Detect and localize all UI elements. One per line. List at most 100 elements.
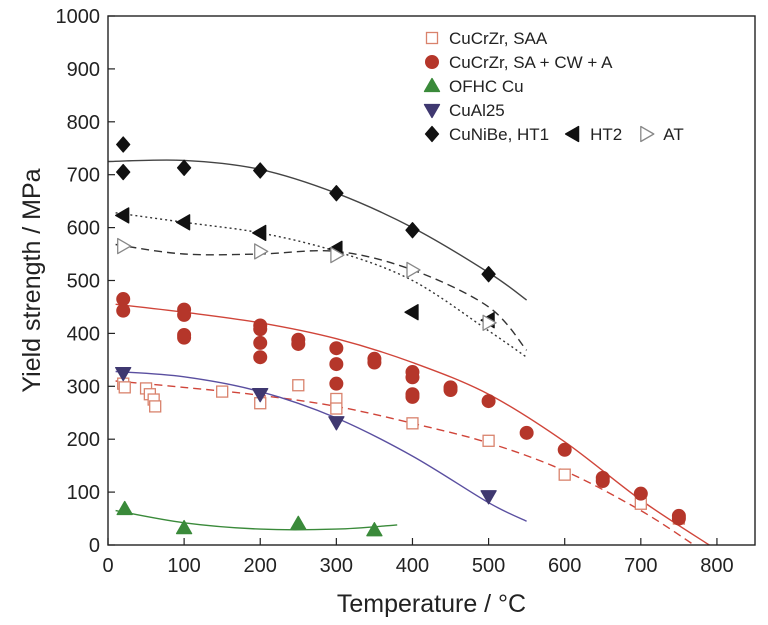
data-point-series-1 bbox=[329, 357, 344, 372]
legend-label: OFHC Cu bbox=[449, 77, 524, 96]
x-axis-title: Temperature / °C bbox=[337, 590, 526, 618]
plot-frame bbox=[107, 15, 756, 546]
data-point-series-1 bbox=[595, 473, 610, 488]
y-tick-label: 600 bbox=[67, 218, 100, 240]
y-tick-label: 700 bbox=[67, 165, 100, 187]
data-point-series-1 bbox=[519, 425, 534, 440]
legend-marker bbox=[425, 55, 439, 69]
fit-curve-series-1 bbox=[115, 303, 710, 546]
data-point-series-6 bbox=[254, 243, 269, 260]
data-point-series-5 bbox=[404, 304, 419, 321]
fit-curve-series-5 bbox=[115, 212, 528, 358]
y-tick-label: 100 bbox=[67, 482, 100, 504]
y-tick-label: 500 bbox=[67, 271, 100, 293]
data-point-series-0 bbox=[406, 417, 419, 430]
fit-curve-series-4 bbox=[107, 159, 528, 301]
x-tick-label: 100 bbox=[167, 555, 200, 577]
data-point-series-1 bbox=[116, 303, 131, 318]
data-point-series-1 bbox=[481, 394, 496, 409]
legend-marker bbox=[423, 77, 441, 93]
data-point-series-0 bbox=[330, 402, 343, 415]
data-point-series-3 bbox=[252, 388, 269, 403]
y-tick-label: 300 bbox=[67, 376, 100, 398]
data-point-series-4 bbox=[329, 185, 344, 202]
data-points bbox=[115, 136, 686, 537]
y-tick-label: 200 bbox=[67, 429, 100, 451]
data-point-series-1 bbox=[671, 511, 686, 526]
legend-label: CuAl25 bbox=[449, 101, 505, 120]
data-point-series-0 bbox=[482, 434, 495, 447]
x-axis-ticks: 0 100 200 300 400 500 600 700 800 bbox=[102, 538, 734, 577]
legend-marker bbox=[564, 125, 580, 143]
y-axis-title: Yield strength / MPa bbox=[18, 168, 46, 392]
y-tick-label: 900 bbox=[67, 59, 100, 81]
data-point-series-6 bbox=[406, 261, 421, 279]
y-tick-label: 1000 bbox=[56, 6, 101, 28]
data-point-series-1 bbox=[291, 336, 306, 351]
data-point-series-2 bbox=[116, 500, 133, 516]
y-tick-label: 400 bbox=[67, 323, 100, 345]
data-point-series-6 bbox=[117, 237, 132, 255]
data-point-series-0 bbox=[558, 468, 571, 481]
legend-marker bbox=[640, 125, 655, 143]
legend-marker bbox=[425, 31, 439, 45]
legend-label: CuNiBe, HT1 bbox=[449, 125, 549, 144]
data-point-series-1 bbox=[443, 383, 458, 398]
legend-marker bbox=[424, 125, 440, 143]
data-point-series-4 bbox=[405, 222, 420, 239]
data-point-series-1 bbox=[253, 350, 268, 365]
y-tick-label: 800 bbox=[67, 112, 100, 134]
y-tick-label: 0 bbox=[89, 535, 100, 557]
x-tick-label: 300 bbox=[320, 555, 353, 577]
x-tick-label: 800 bbox=[700, 555, 733, 577]
data-point-series-2 bbox=[175, 519, 193, 535]
data-point-series-1 bbox=[329, 341, 344, 356]
data-point-series-1 bbox=[116, 292, 131, 307]
data-point-series-6 bbox=[482, 314, 497, 331]
data-point-series-5 bbox=[115, 207, 130, 224]
y-axis-ticks: 0 100 200 300 400 500 600 700 800 900 1000 bbox=[56, 6, 115, 557]
fit-curve-series-0 bbox=[115, 380, 695, 546]
data-point-series-5 bbox=[175, 214, 191, 231]
data-point-series-0 bbox=[149, 400, 162, 413]
data-point-series-1 bbox=[177, 330, 192, 345]
data-point-series-1 bbox=[405, 389, 420, 404]
data-point-series-1 bbox=[633, 486, 648, 501]
data-point-series-4 bbox=[481, 266, 496, 283]
data-point-series-0 bbox=[292, 379, 305, 392]
data-point-series-6 bbox=[330, 246, 345, 264]
x-tick-label: 600 bbox=[548, 555, 581, 577]
data-point-series-4 bbox=[253, 162, 268, 179]
data-point-series-0 bbox=[216, 385, 229, 398]
legend-label: AT bbox=[663, 125, 683, 144]
data-point-series-3 bbox=[480, 490, 497, 505]
data-point-series-4 bbox=[176, 159, 192, 176]
legend: CuCrZr, SAA CuCrZr, SA + CW + A OFHC Cu CuA… bbox=[423, 29, 684, 144]
data-point-series-1 bbox=[557, 442, 572, 457]
data-point-series-4 bbox=[116, 163, 131, 181]
legend-label: HT2 bbox=[590, 125, 622, 144]
data-point-series-2 bbox=[290, 515, 307, 530]
data-point-series-3 bbox=[115, 366, 132, 382]
data-point-series-3 bbox=[328, 416, 345, 431]
fit-curves bbox=[107, 159, 710, 546]
data-point-series-0 bbox=[118, 381, 131, 394]
data-point-series-1 bbox=[253, 335, 268, 350]
legend-marker bbox=[423, 103, 441, 119]
data-point-series-1 bbox=[177, 307, 192, 322]
x-tick-label: 0 bbox=[102, 555, 113, 577]
data-point-series-1 bbox=[329, 376, 344, 391]
x-tick-label: 700 bbox=[624, 555, 657, 577]
data-point-series-5 bbox=[252, 224, 267, 242]
legend-label: CuCrZr, SAA bbox=[449, 29, 548, 48]
x-tick-label: 200 bbox=[244, 555, 277, 577]
data-point-series-1 bbox=[367, 355, 382, 370]
data-point-series-1 bbox=[253, 322, 268, 337]
data-point-series-4 bbox=[116, 136, 131, 153]
fit-curve-series-3 bbox=[115, 370, 527, 522]
data-point-series-2 bbox=[366, 522, 383, 537]
legend-label: CuCrZr, SA + CW + A bbox=[449, 53, 613, 72]
fit-curve-series-2 bbox=[115, 509, 398, 531]
x-tick-label: 500 bbox=[472, 555, 505, 577]
